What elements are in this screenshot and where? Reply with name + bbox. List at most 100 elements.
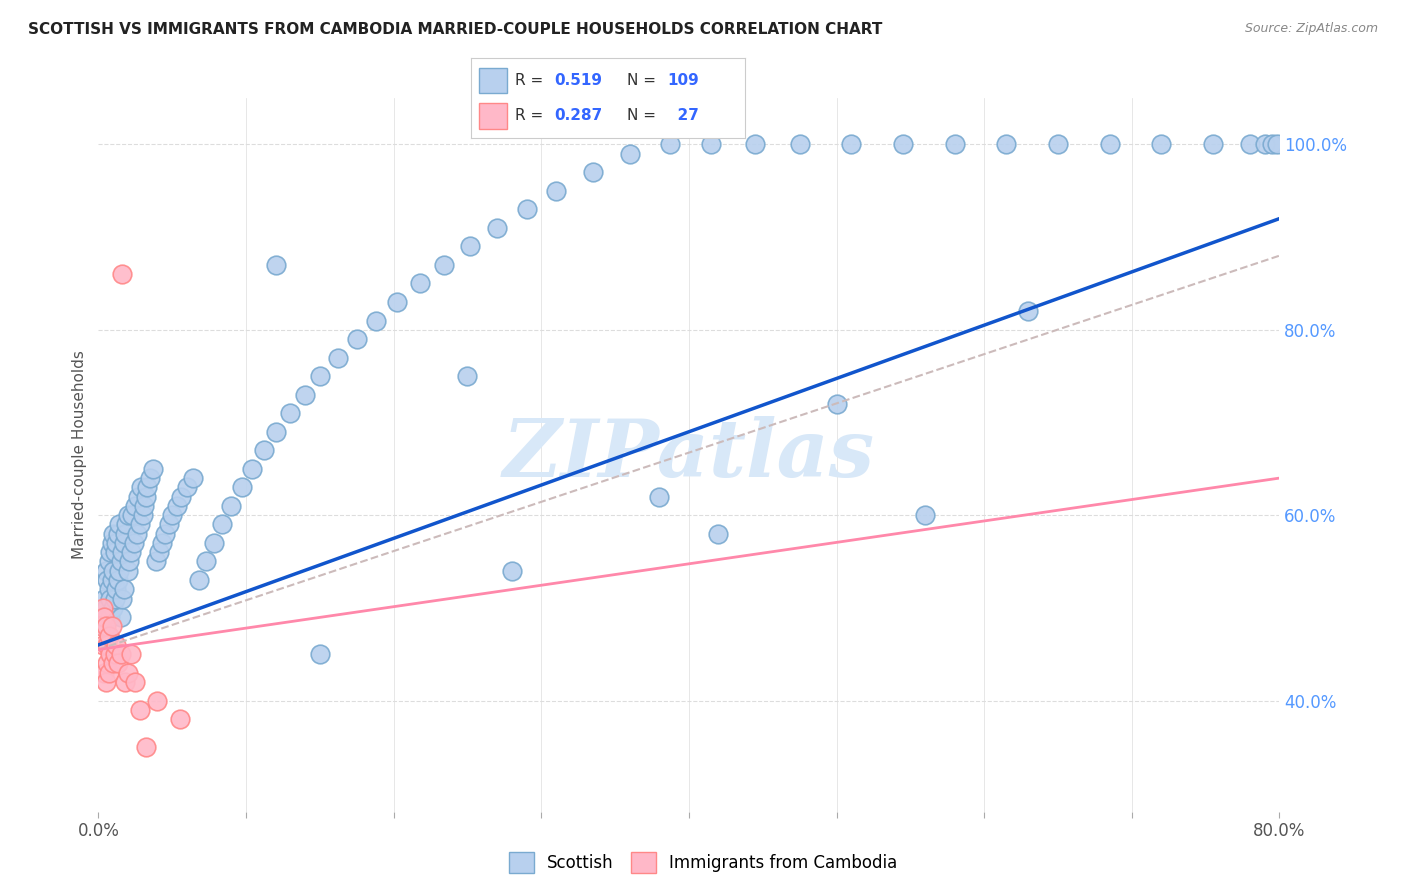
Point bbox=[129, 480, 152, 494]
Point bbox=[100, 573, 122, 587]
Point bbox=[117, 564, 139, 578]
Point bbox=[1202, 137, 1225, 152]
Point bbox=[150, 536, 173, 550]
Point bbox=[744, 137, 766, 152]
Point bbox=[128, 703, 150, 717]
Point bbox=[108, 517, 131, 532]
Point bbox=[169, 712, 191, 726]
Point bbox=[409, 277, 432, 291]
Point bbox=[94, 564, 117, 578]
Point bbox=[96, 573, 118, 587]
Text: 0.519: 0.519 bbox=[554, 73, 603, 88]
Point bbox=[122, 536, 145, 550]
Point bbox=[100, 536, 122, 550]
Point bbox=[93, 610, 115, 624]
Point bbox=[707, 526, 730, 541]
Point bbox=[1265, 137, 1288, 152]
Point bbox=[125, 526, 148, 541]
Point bbox=[103, 657, 125, 671]
Point bbox=[98, 610, 121, 624]
Point bbox=[148, 545, 170, 559]
Point bbox=[103, 564, 125, 578]
Point bbox=[111, 545, 134, 559]
Point bbox=[120, 647, 142, 661]
Point bbox=[115, 517, 138, 532]
Point bbox=[346, 332, 368, 346]
Point bbox=[91, 600, 114, 615]
Point bbox=[264, 258, 287, 272]
Point bbox=[309, 369, 332, 384]
Point bbox=[211, 517, 233, 532]
Point bbox=[114, 526, 136, 541]
Point bbox=[98, 647, 121, 661]
Point bbox=[98, 545, 121, 559]
Point bbox=[120, 545, 142, 559]
Point bbox=[112, 582, 135, 597]
Text: 0.287: 0.287 bbox=[554, 108, 603, 123]
Point bbox=[94, 619, 117, 633]
Point bbox=[240, 462, 263, 476]
Point bbox=[93, 591, 115, 606]
Text: SCOTTISH VS IMMIGRANTS FROM CAMBODIA MARRIED-COUPLE HOUSEHOLDS CORRELATION CHART: SCOTTISH VS IMMIGRANTS FROM CAMBODIA MAR… bbox=[28, 22, 883, 37]
Point bbox=[486, 220, 509, 235]
Point bbox=[181, 471, 204, 485]
Point bbox=[700, 137, 723, 152]
Y-axis label: Married-couple Households: Married-couple Households bbox=[72, 351, 87, 559]
Point bbox=[1017, 304, 1039, 318]
Point bbox=[104, 545, 127, 559]
Point bbox=[460, 239, 482, 253]
Point bbox=[97, 582, 120, 597]
Point bbox=[108, 564, 131, 578]
Point bbox=[96, 638, 118, 652]
Point bbox=[1254, 137, 1277, 152]
Point bbox=[278, 406, 302, 420]
Point bbox=[162, 508, 183, 523]
Point bbox=[135, 490, 157, 504]
Point bbox=[1239, 137, 1261, 152]
Point bbox=[91, 619, 114, 633]
Point bbox=[111, 591, 134, 606]
Point bbox=[364, 313, 387, 327]
Point bbox=[176, 480, 198, 494]
Point bbox=[648, 490, 671, 504]
Point bbox=[124, 499, 146, 513]
Point bbox=[309, 647, 332, 661]
Point bbox=[98, 591, 121, 606]
Point bbox=[118, 554, 141, 568]
Text: N =: N = bbox=[627, 108, 661, 123]
Point bbox=[326, 351, 349, 365]
Point bbox=[107, 657, 129, 671]
Text: 109: 109 bbox=[666, 73, 699, 88]
Point bbox=[825, 397, 848, 411]
Point bbox=[136, 480, 159, 494]
Point bbox=[789, 137, 811, 152]
Point bbox=[166, 499, 188, 513]
Point bbox=[433, 258, 456, 272]
Text: 27: 27 bbox=[666, 108, 699, 123]
Point bbox=[1046, 137, 1069, 152]
Point bbox=[264, 425, 287, 439]
Point bbox=[139, 471, 162, 485]
Point bbox=[253, 443, 276, 458]
Point bbox=[97, 554, 120, 568]
Point bbox=[114, 675, 136, 690]
Point bbox=[515, 202, 537, 217]
Bar bbox=[479, 68, 506, 94]
Point bbox=[157, 517, 180, 532]
Point bbox=[142, 462, 165, 476]
Point bbox=[128, 517, 150, 532]
Legend: Scottish, Immigrants from Cambodia: Scottish, Immigrants from Cambodia bbox=[502, 846, 904, 880]
Point bbox=[97, 665, 120, 680]
Point bbox=[121, 508, 143, 523]
Point bbox=[202, 536, 225, 550]
Point bbox=[110, 554, 132, 568]
Point bbox=[658, 137, 681, 152]
Point bbox=[111, 267, 134, 281]
Point bbox=[107, 573, 129, 587]
Point bbox=[110, 610, 132, 624]
Point bbox=[124, 675, 146, 690]
Point bbox=[231, 480, 253, 494]
Point bbox=[995, 137, 1018, 152]
Point bbox=[117, 665, 139, 680]
Point bbox=[94, 675, 117, 690]
